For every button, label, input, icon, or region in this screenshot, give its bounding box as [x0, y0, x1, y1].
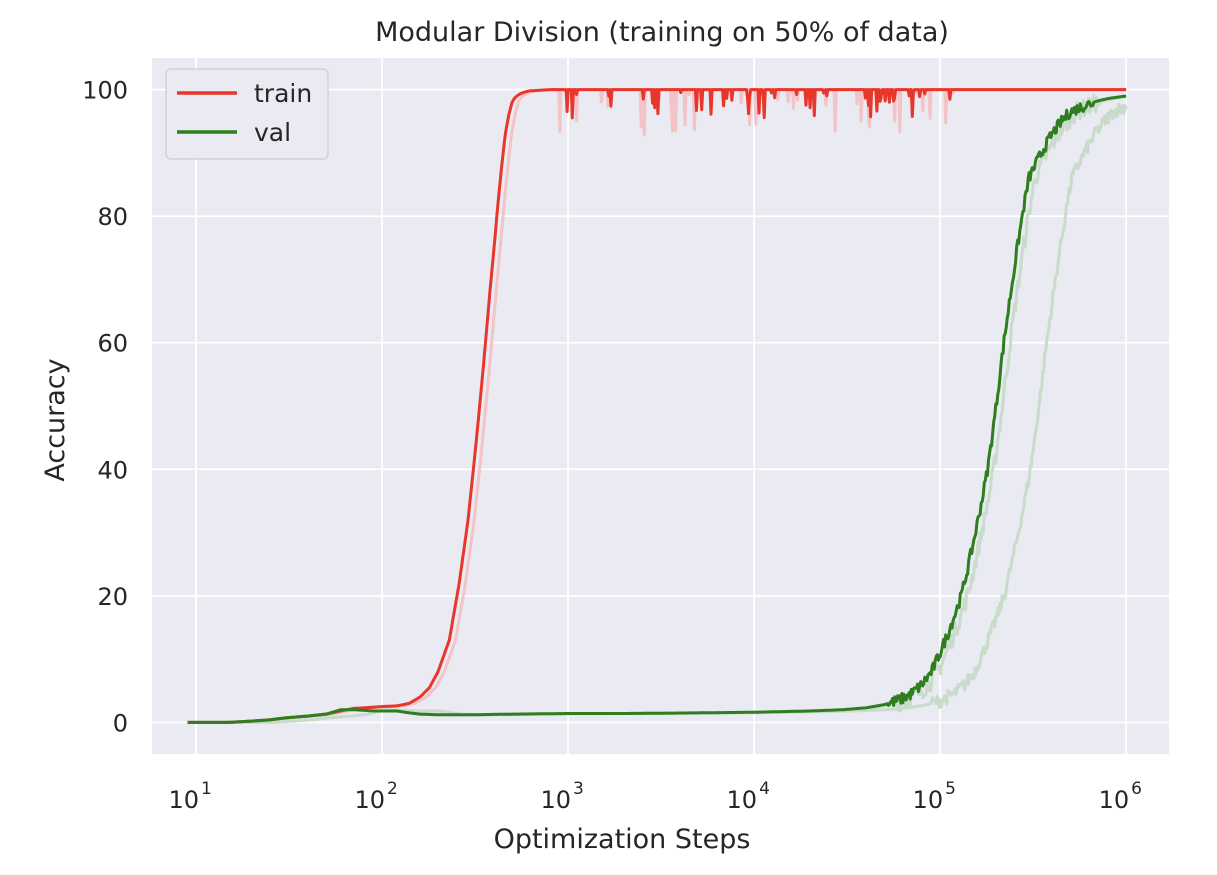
x-tick-label: 10 5 — [913, 779, 956, 814]
x-tick-exponent: 4 — [759, 779, 770, 799]
x-tick-exponent: 6 — [1131, 779, 1142, 799]
legend: train val — [165, 68, 329, 160]
x-tick-label: 10 2 — [354, 779, 397, 814]
y-axis-title: Accuracy — [40, 358, 71, 481]
y-tick-label: 0 — [113, 709, 128, 737]
x-tick-base: 10 — [168, 786, 199, 814]
x-tick-exponent: 1 — [201, 779, 212, 799]
x-tick-label: 10 1 — [168, 779, 211, 814]
x-axis-title: Optimization Steps — [494, 824, 751, 855]
legend-val-label: val — [254, 118, 291, 147]
y-tick-labels: 0 20 40 60 80 100 — [82, 77, 128, 738]
x-tick-label: 10 6 — [1099, 779, 1142, 814]
y-tick-label: 20 — [97, 583, 128, 611]
legend-train-label: train — [254, 79, 312, 108]
x-tick-label: 10 4 — [727, 779, 770, 814]
x-tick-base: 10 — [913, 786, 944, 814]
x-tick-exponent: 2 — [387, 779, 398, 799]
y-tick-label: 80 — [97, 203, 128, 231]
y-tick-label: 40 — [97, 456, 128, 484]
x-tick-base: 10 — [541, 786, 572, 814]
x-tick-exponent: 5 — [945, 779, 956, 799]
x-tick-base: 10 — [354, 786, 385, 814]
chart-title: Modular Division (training on 50% of dat… — [375, 17, 949, 48]
y-tick-label: 60 — [97, 330, 128, 358]
x-tick-labels: 10 1 10 2 10 3 10 4 10 5 10 6 — [168, 779, 1141, 814]
plot-area — [152, 58, 1169, 754]
x-tick-base: 10 — [1099, 786, 1130, 814]
val-series-line — [187, 94, 1127, 724]
x-tick-label: 10 3 — [541, 779, 584, 814]
series-group — [187, 88, 1127, 724]
x-tick-base: 10 — [727, 786, 758, 814]
x-tick-exponent: 3 — [573, 779, 584, 799]
y-tick-label: 100 — [82, 77, 128, 105]
